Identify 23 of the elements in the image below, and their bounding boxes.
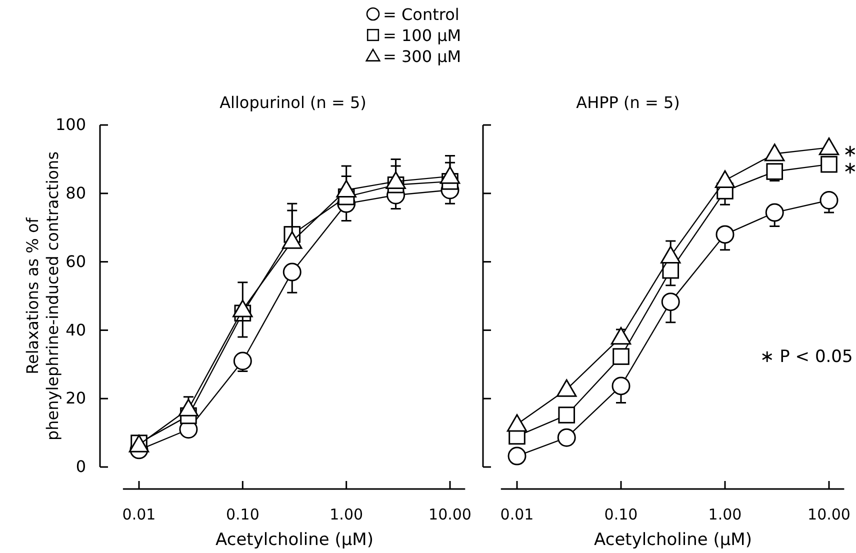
y-tick-label: 80 <box>66 184 86 203</box>
legend-label: = Control <box>383 5 460 24</box>
annotation: ∗ P < 0.05 <box>760 347 853 367</box>
x-tick-label: 10.00 <box>808 506 850 524</box>
chart-title: Allopurinol (n = 5) <box>220 93 366 112</box>
x-tick-label: 10.00 <box>428 506 472 524</box>
x-tick-label: 0.10 <box>604 506 638 524</box>
y-tick-label: 40 <box>66 320 86 340</box>
y-tick-label: 60 <box>66 252 86 271</box>
x-tick-label: 1.00 <box>708 506 742 524</box>
x-tick-label: 0.10 <box>226 506 260 524</box>
x-axis-title: Acetylcholine (μM) <box>216 530 374 550</box>
chart-title: AHPP (n = 5) <box>576 93 680 112</box>
legend-label: = 100 μM <box>383 26 462 45</box>
x-axis-title: Acetylcholine (μM) <box>594 530 752 550</box>
y-axis-title: Relaxations as % of phenylephrine-induced contractions <box>23 151 62 441</box>
legend-label: = 300 μM <box>383 47 462 66</box>
y-tick-label: 100 <box>55 115 86 134</box>
x-tick-label: 0.01 <box>122 506 156 524</box>
y-tick-label: 0 <box>76 457 86 476</box>
y-tick-label: 20 <box>66 388 86 408</box>
x-tick-label: 1.00 <box>330 506 364 524</box>
x-tick-label: 0.01 <box>500 506 534 524</box>
